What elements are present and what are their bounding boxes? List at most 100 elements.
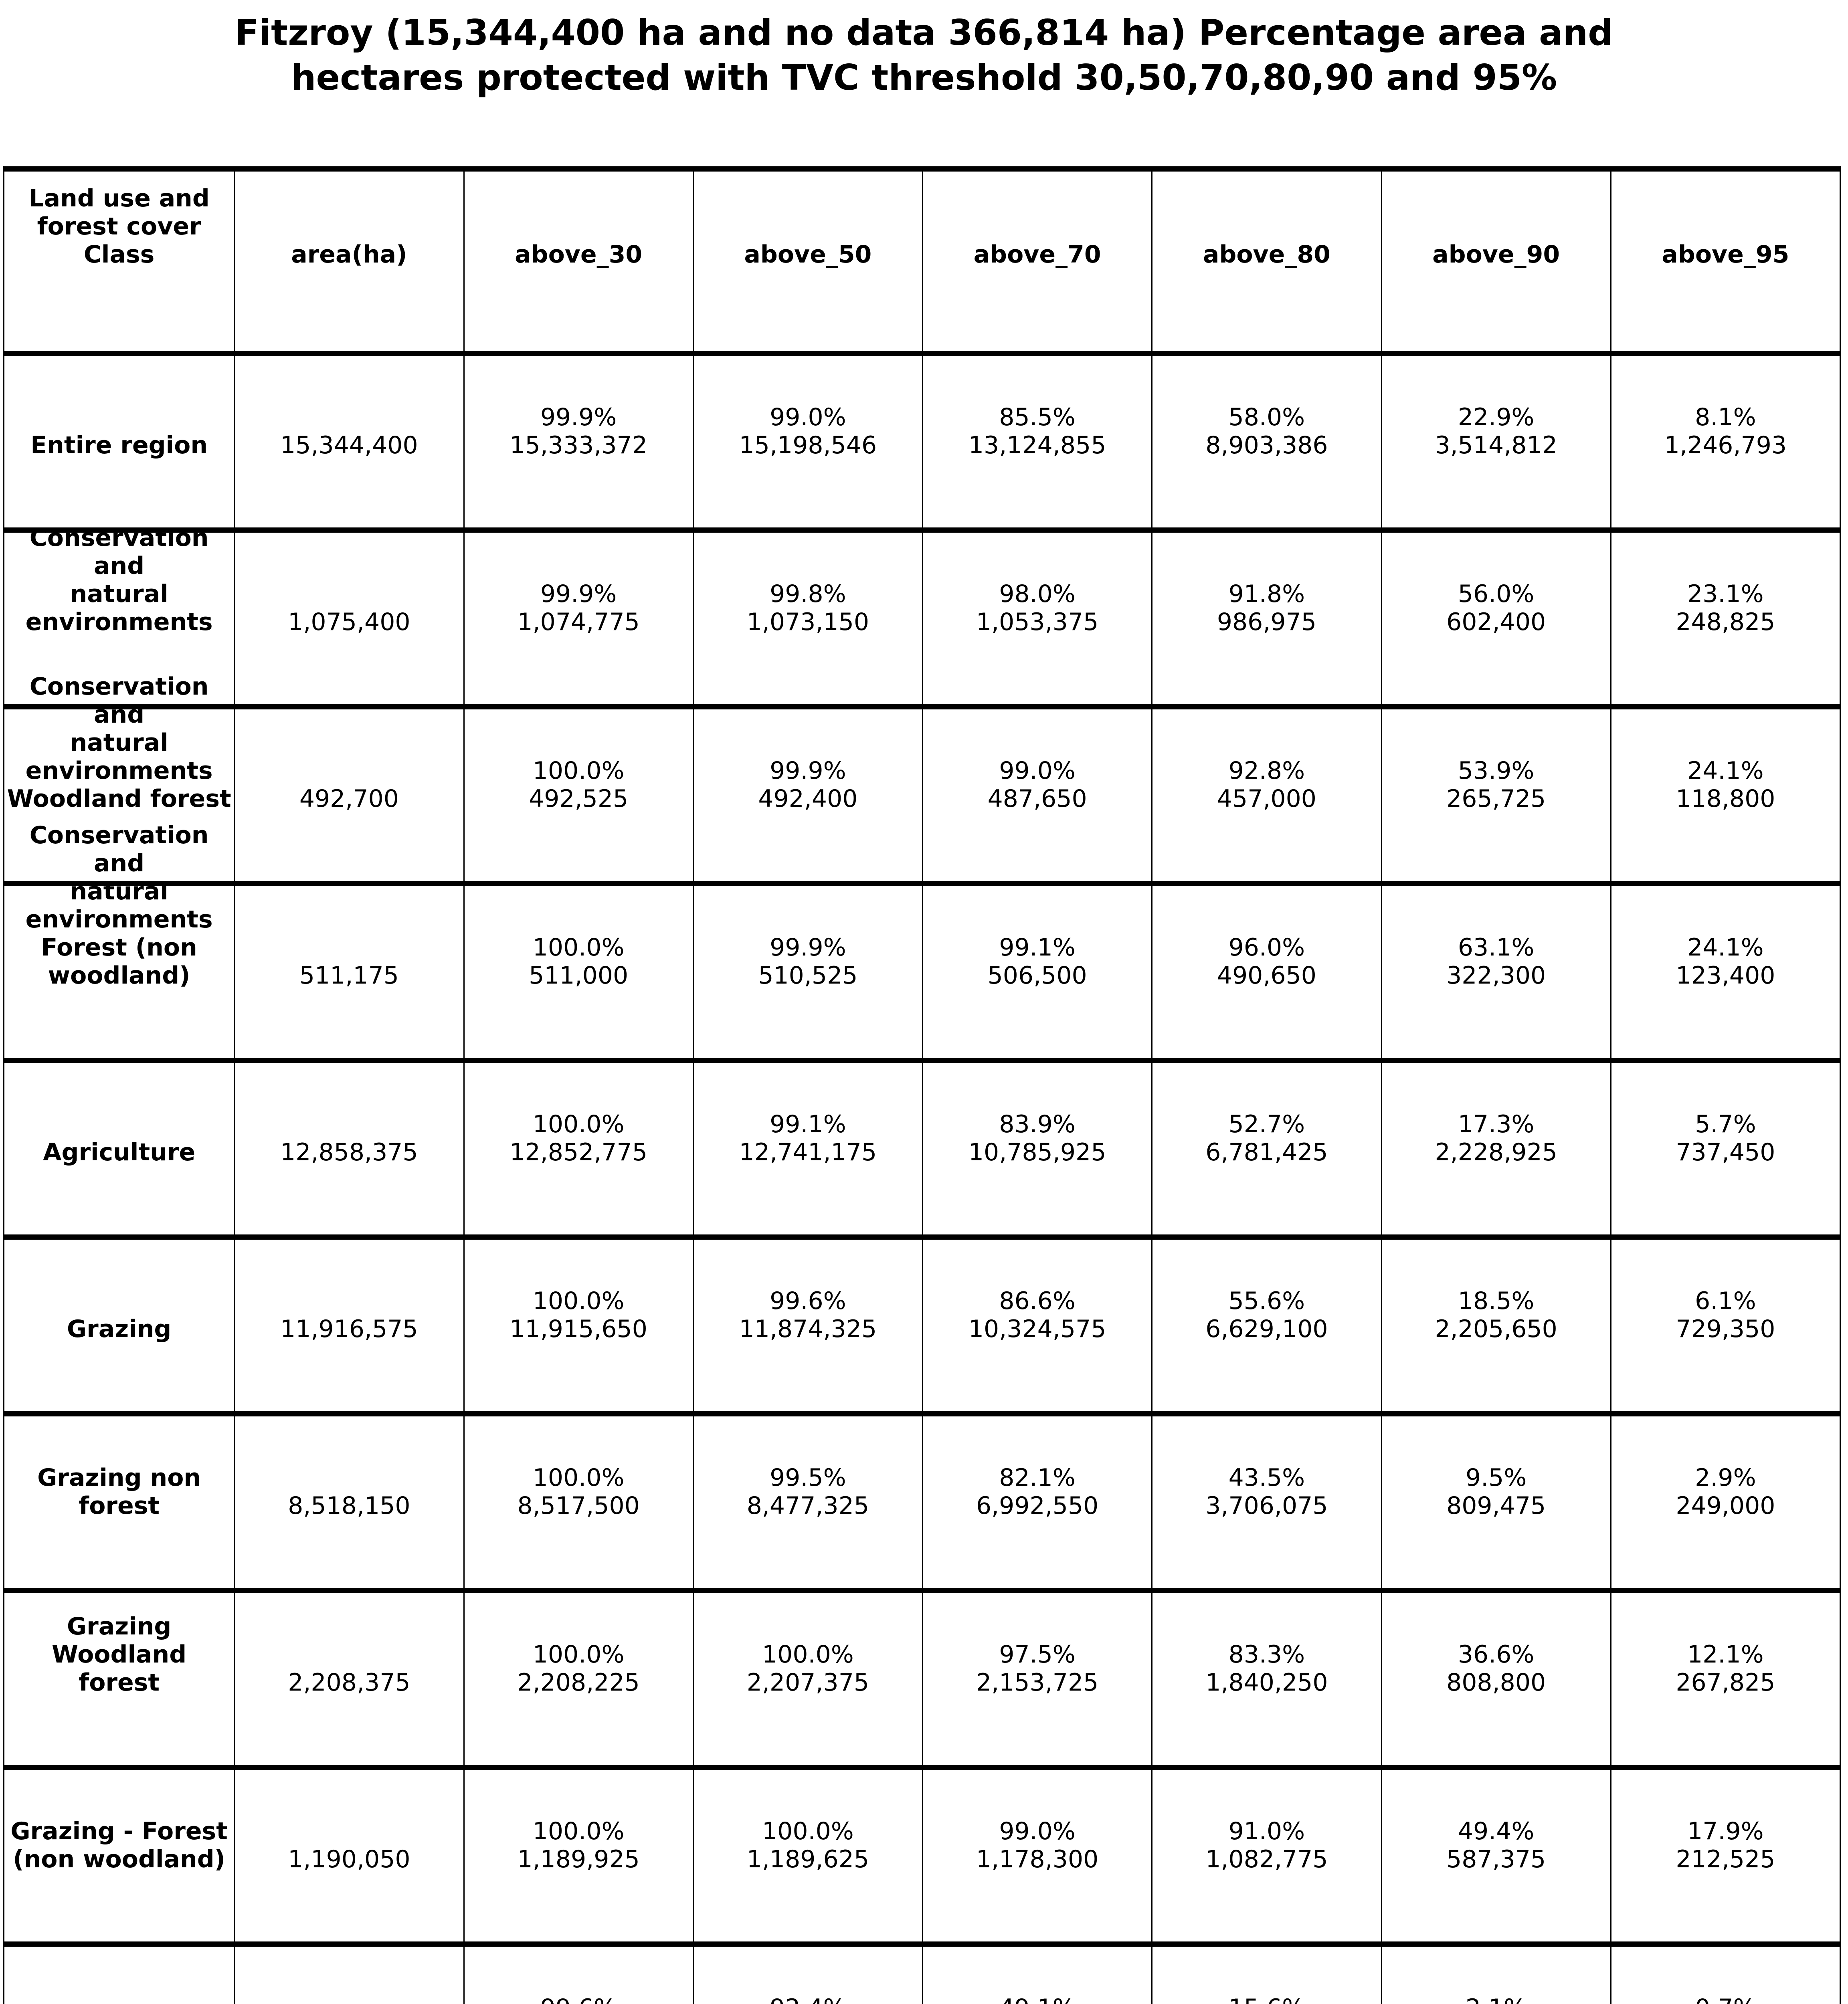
table-row-conservation: Conservation and natural environments 1,… [4,524,1840,704]
table-row-grazing: Grazing 11,916,575 100.0% 11,915,650 99.6… [4,1234,1840,1411]
header-above-30: above_30 [463,172,693,351]
value-cell: 85.5% 13,124,855 [922,356,1151,527]
value-cell: 86.6% 10,324,575 [922,1240,1151,1411]
value-cell: 24.1% 123,400 [1610,886,1840,1058]
value-cell: 63.1% 322,300 [1381,886,1610,1058]
value-cell: 99.5% 8,477,325 [692,1416,922,1588]
page-title-line2: hectares protected with TVC threshold 30… [291,57,1557,98]
value-cell: 2.9% 249,000 [1610,1416,1840,1588]
row-label: Conservation and natural environments Wo… [7,673,231,813]
area-cell: 11,916,575 [234,1240,463,1411]
value-cell: 22.9% 3,514,812 [1381,356,1610,527]
value-cell: 9.5% 809,475 [1381,1416,1610,1588]
table-row-agriculture: Agriculture 12,858,375 100.0% 12,852,775 … [4,1058,1840,1234]
value-cell: 17.3% 2,228,925 [1381,1063,1610,1234]
value-cell: 100.0% 492,525 [463,709,693,881]
value-cell: 49.1%398,450 [922,1947,1151,2004]
value-cell: 92.4%749,575 [692,1947,922,2004]
row-label: Cropping [4,1947,234,2004]
area-cell: 8,518,150 [234,1416,463,1588]
table-row-grazing-non-forest: Grazing non forest 8,518,150 100.0% 8,517… [4,1411,1840,1588]
row-label: Grazing non forest [37,1464,201,1520]
value-cell: 100.0% 1,189,625 [692,1770,922,1941]
header-above-70: above_70 [922,172,1151,351]
table-header-row: Land use and forest cover Class area(ha)… [4,166,1840,351]
protected-area-table: Land use and forest cover Class area(ha)… [3,166,1841,2004]
value-cell: 99.0% 1,178,300 [922,1770,1151,1941]
value-cell: 18.5% 2,205,650 [1381,1240,1610,1411]
value-cell: 17.9% 212,525 [1610,1770,1840,1941]
table-row-cropping: Cropping 811,450 99.6%807,900 92.4%749,5… [4,1941,1840,2004]
header-class: Land use and forest cover Class [28,184,210,269]
value-cell: 96.0% 490,650 [1151,886,1381,1058]
value-cell: 91.0% 1,082,775 [1151,1770,1381,1941]
value-cell: 52.7% 6,781,425 [1151,1063,1381,1234]
value-cell: 83.9% 10,785,925 [922,1063,1151,1234]
header-area-ha: area(ha) [234,172,463,351]
value-cell: 56.0% 602,400 [1381,533,1610,704]
table-row-grazing-forest: Grazing - Forest (non woodland) 1,190,05… [4,1765,1840,1941]
value-cell: 5.7% 737,450 [1610,1063,1840,1234]
value-cell: 100.0% 2,208,225 [463,1593,693,1765]
area-cell: 492,700 [234,709,463,881]
table-row-conservation-woodland: Conservation and natural environments Wo… [4,673,1840,881]
value-cell: 15.6%126,725 [1151,1947,1381,2004]
area-cell: 2,208,375 [234,1593,463,1765]
value-cell: 55.6% 6,629,100 [1151,1240,1381,1411]
value-cell: 58.0% 8,903,386 [1151,356,1381,527]
page-title-line1: Fitzroy (15,344,400 ha and no data 366,8… [235,12,1613,53]
value-cell: 8.1% 1,246,793 [1610,356,1840,527]
value-cell: 83.3% 1,840,250 [1151,1593,1381,1765]
value-cell: 100.0% 8,517,500 [463,1416,693,1588]
area-cell: 12,858,375 [234,1063,463,1234]
value-cell: 24.1% 118,800 [1610,709,1840,881]
value-cell: 6.1% 729,350 [1610,1240,1840,1411]
value-cell: 99.9% 15,333,372 [463,356,693,527]
value-cell: 100.0% 12,852,775 [463,1063,693,1234]
value-cell: 36.6% 808,800 [1381,1593,1610,1765]
value-cell: 99.0% 487,650 [922,709,1151,881]
value-cell: 23.1% 248,825 [1610,533,1840,704]
area-cell: 15,344,400 [234,356,463,527]
value-cell: 99.1% 12,741,175 [692,1063,922,1234]
area-cell: 1,075,400 [234,533,463,704]
value-cell: 43.5% 3,706,075 [1151,1416,1381,1588]
value-cell: 2.1%16,875 [1381,1947,1610,2004]
row-label: Entire region [30,431,208,459]
value-cell: 53.9% 265,725 [1381,709,1610,881]
area-cell: 811,450 [234,1947,463,2004]
row-label: Grazing [67,1315,172,1343]
area-cell: 511,175 [234,886,463,1058]
header-above-95: above_95 [1610,172,1840,351]
value-cell: 99.9% 510,525 [692,886,922,1058]
value-cell: 99.8% 1,073,150 [692,533,922,704]
table-row-grazing-woodland: Grazing Woodland forest 2,208,375 100.0%… [4,1588,1840,1765]
value-cell: 99.6% 11,874,325 [692,1240,922,1411]
area-cell: 1,190,050 [234,1770,463,1941]
header-above-50: above_50 [692,172,922,351]
value-cell: 100.0% 11,915,650 [463,1240,693,1411]
value-cell: 97.5% 2,153,725 [922,1593,1151,1765]
value-cell: 49.4% 587,375 [1381,1770,1610,1941]
table-row-entire-region: Entire region 15,344,400 99.9% 15,333,372… [4,351,1840,527]
value-cell: 99.0% 15,198,546 [692,356,922,527]
header-above-80: above_80 [1151,172,1381,351]
row-label: Conservation and natural environments [25,524,213,636]
value-cell: 91.8% 986,975 [1151,533,1381,704]
value-cell: 99.1% 506,500 [922,886,1151,1058]
row-label: Agriculture [43,1138,196,1166]
value-cell: 99.9% 492,400 [692,709,922,881]
value-cell: 0.7%5,275 [1610,1947,1840,2004]
value-cell: 99.6%807,900 [463,1947,693,2004]
value-cell: 100.0% 511,000 [463,886,693,1058]
value-cell: 100.0% 2,207,375 [692,1593,922,1765]
row-label: Grazing - Forest (non woodland) [10,1817,228,1873]
row-label: Conservation and natural environments Fo… [25,821,213,990]
value-cell: 12.1% 267,825 [1610,1593,1840,1765]
value-cell: 100.0% 1,189,925 [463,1770,693,1941]
value-cell: 98.0% 1,053,375 [922,533,1151,704]
value-cell: 99.9% 1,074,775 [463,533,693,704]
header-above-90: above_90 [1381,172,1610,351]
value-cell: 92.8% 457,000 [1151,709,1381,881]
value-cell: 82.1% 6,992,550 [922,1416,1151,1588]
